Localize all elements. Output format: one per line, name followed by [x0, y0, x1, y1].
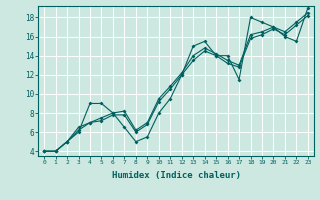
X-axis label: Humidex (Indice chaleur): Humidex (Indice chaleur)	[111, 171, 241, 180]
